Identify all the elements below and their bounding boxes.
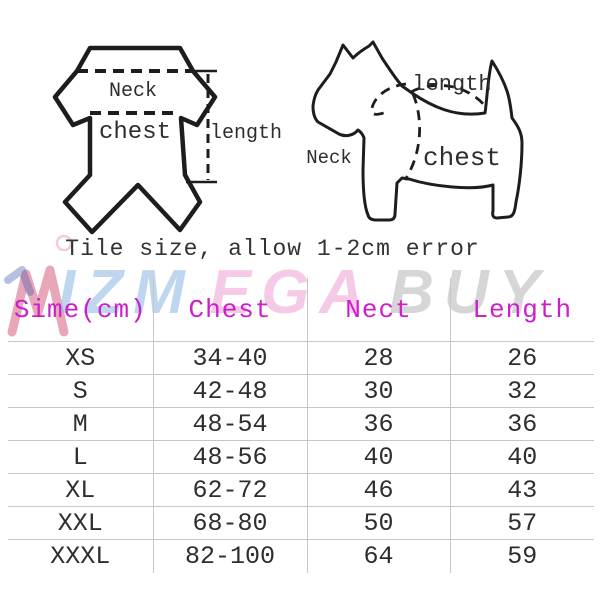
table-row: S 42-48 30 32: [8, 374, 594, 408]
garment-chest-label: chest: [99, 119, 171, 146]
cell-chest: 62-72: [153, 473, 308, 507]
garment-length-label: length: [210, 122, 282, 145]
cell-nect: 64: [307, 539, 451, 573]
table-row: XS 34-40 28 26: [8, 341, 594, 375]
table-row: XXL 68-80 50 57: [8, 506, 594, 540]
cell-size: L: [8, 440, 154, 474]
cell-length: 40: [450, 440, 594, 474]
cell-length: 32: [450, 374, 594, 408]
size-table: Sime(cm) Chest Nect Length XS 34-40 28 2…: [8, 278, 594, 573]
table-row: XXXL 82-100 64 59: [8, 539, 594, 573]
header-size: Sime(cm): [8, 278, 154, 342]
cell-nect: 30: [307, 374, 451, 408]
cell-length: 43: [450, 473, 594, 507]
header-length: Length: [450, 278, 594, 342]
cell-chest: 48-54: [153, 407, 308, 441]
header-nect: Nect: [307, 278, 451, 342]
cell-length: 36: [450, 407, 594, 441]
cell-nect: 50: [307, 506, 451, 540]
cell-nect: 28: [307, 341, 451, 375]
cell-size: M: [8, 407, 154, 441]
cell-length: 26: [450, 341, 594, 375]
header-chest: Chest: [153, 278, 308, 342]
garment-outline: [52, 45, 218, 235]
cell-size: XXL: [8, 506, 154, 540]
dog-chest-label: chest: [423, 143, 501, 173]
cell-nect: 36: [307, 407, 451, 441]
dog-outline: [311, 40, 524, 222]
cell-chest: 82-100: [153, 539, 308, 573]
cell-chest: 42-48: [153, 374, 308, 408]
dog-measure-diagram: length Neck chest: [306, 40, 524, 222]
dog-neck-dash-arc: [370, 82, 407, 116]
watermark-ring: [55, 234, 73, 252]
garment-neck-label: Neck: [109, 80, 157, 103]
dog-neck-label: Neck: [306, 147, 352, 169]
garment-measure-diagram: Neck chest length: [52, 45, 282, 235]
table-row: L 48-56 40 40: [8, 440, 594, 474]
cell-size: S: [8, 374, 154, 408]
cell-size: XS: [8, 341, 154, 375]
size-table-container: Sime(cm) Chest Nect Length XS 34-40 28 2…: [8, 278, 594, 573]
dog-girth-top-dash-arc: [410, 83, 487, 107]
size-table-header-row: Sime(cm) Chest Nect Length: [8, 278, 594, 342]
cell-size: XXXL: [8, 539, 154, 573]
size-chart-title: Tile size, allow 1-2cm error: [65, 236, 480, 262]
table-row: XL 62-72 46 43: [8, 473, 594, 507]
dog-length-label: length: [412, 72, 491, 97]
cell-chest: 68-80: [153, 506, 308, 540]
cell-nect: 40: [307, 440, 451, 474]
cell-nect: 46: [307, 473, 451, 507]
table-row: M 48-54 36 36: [8, 407, 594, 441]
cell-chest: 48-56: [153, 440, 308, 474]
dog-girth-front-dash-line: [403, 93, 421, 181]
cell-chest: 34-40: [153, 341, 308, 375]
cell-length: 59: [507, 542, 538, 571]
cell-length: 57: [450, 506, 594, 540]
cell-size: XL: [8, 473, 154, 507]
